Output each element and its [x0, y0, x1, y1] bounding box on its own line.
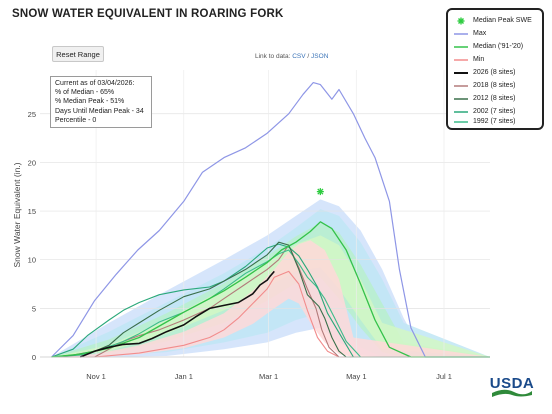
series-line-median — [51, 221, 490, 358]
legend-item-2002[interactable]: 2002 (7 sites) — [454, 106, 515, 117]
legend-item-median[interactable]: Median ('91-'20) — [454, 41, 523, 52]
band-30-area — [51, 240, 490, 357]
x-tick-label: Jul 1 — [436, 372, 452, 381]
legend-label: Median ('91-'20) — [473, 43, 524, 50]
median-peak-layer — [316, 188, 324, 196]
line-swatch-icon — [454, 32, 468, 35]
legend-label: 1992 (7 sites) — [473, 118, 516, 125]
legend-label: Max — [473, 30, 487, 37]
line-swatch-icon — [454, 71, 468, 74]
data-links: Link to data: CSV / JSON — [255, 53, 328, 60]
axes: 0 5 10 15 20 25 Nov 1 Jan 1 Mar 1 May 1 Jul 1 — [28, 110, 490, 381]
series-line-s1992 — [51, 249, 490, 358]
line-swatch-icon — [454, 45, 468, 48]
line-swatch-icon — [454, 58, 468, 61]
star-marker-icon — [457, 17, 465, 24]
y-tick-label: 10 — [28, 256, 36, 265]
usda-logo-icon: USDA — [490, 375, 534, 397]
series-line-max — [51, 81, 490, 358]
y-tick-label: 0 — [32, 353, 36, 362]
x-tick-label: May 1 — [346, 372, 366, 381]
legend-label: 2002 (7 sites) — [473, 108, 516, 115]
line-swatch-icon — [454, 120, 468, 123]
legend: Median Peak SWE Max Median ('91-'20) Min… — [446, 8, 544, 130]
legend-item-2018[interactable]: 2018 (8 sites) — [454, 80, 515, 91]
chart-title: SNOW WATER EQUIVALENT IN ROARING FORK — [12, 8, 284, 20]
y-tick-label: 20 — [28, 158, 36, 167]
info-line-percentile: Percentile - 0 — [55, 116, 97, 124]
y-tick-label: 5 — [32, 304, 36, 313]
info-line-median: % of Median - 65% — [55, 89, 115, 97]
line-swatch-icon — [454, 110, 468, 113]
legend-item-1992[interactable]: 1992 (7 sites) — [454, 116, 515, 127]
legend-item-min[interactable]: Min — [454, 54, 484, 65]
legend-label: 2018 (8 sites) — [473, 82, 516, 89]
series-line-s2012 — [51, 241, 490, 358]
series-line-s2026 — [79, 270, 275, 358]
percentile-bands — [51, 199, 490, 357]
svg-text:USDA: USDA — [490, 375, 534, 392]
json-link[interactable]: JSON — [311, 53, 329, 60]
band-50-area — [51, 235, 490, 357]
legend-label: 2026 (8 sites) — [473, 69, 516, 76]
legend-item-max[interactable]: Max — [454, 28, 486, 39]
x-tick-label: Nov 1 — [86, 372, 106, 381]
series-line-s2002 — [51, 243, 490, 358]
y-tick-label: 25 — [28, 110, 36, 119]
reset-range-button[interactable]: Reset Range — [52, 46, 104, 62]
x-tick-label: Mar 1 — [259, 372, 278, 381]
usda-logo: USDA — [490, 373, 534, 401]
y-axis-label: Snow Water Equivalent (in.) — [12, 162, 22, 267]
median-peak-marker — [316, 188, 324, 196]
info-line-median-peak: % Median Peak - 51% — [55, 98, 125, 106]
legend-item-2012[interactable]: 2012 (8 sites) — [454, 93, 515, 104]
info-line-days-until-peak: Days Until Median Peak - 34 — [55, 107, 144, 115]
link-separator: / — [307, 53, 310, 60]
median-peak-stroke — [317, 188, 324, 195]
legend-item-median-peak[interactable]: Median Peak SWE — [454, 15, 532, 26]
legend-label: 2012 (8 sites) — [473, 95, 516, 102]
legend-label: Median Peak SWE — [473, 17, 532, 24]
line-swatch-icon — [454, 97, 468, 100]
csv-link[interactable]: CSV — [292, 53, 306, 60]
legend-item-2026[interactable]: 2026 (8 sites) — [454, 67, 515, 78]
current-status-box: Current as of 03/04/2026: % of Median - … — [50, 76, 152, 129]
x-tick-label: Jan 1 — [175, 372, 193, 381]
series-line-s2018 — [51, 244, 490, 358]
link-prefix: Link to data: — [255, 53, 291, 60]
info-line-date: Current as of 03/04/2026: — [55, 80, 135, 87]
line-swatch-icon — [454, 84, 468, 87]
legend-label: Min — [473, 56, 485, 63]
y-tick-label: 15 — [28, 207, 36, 216]
